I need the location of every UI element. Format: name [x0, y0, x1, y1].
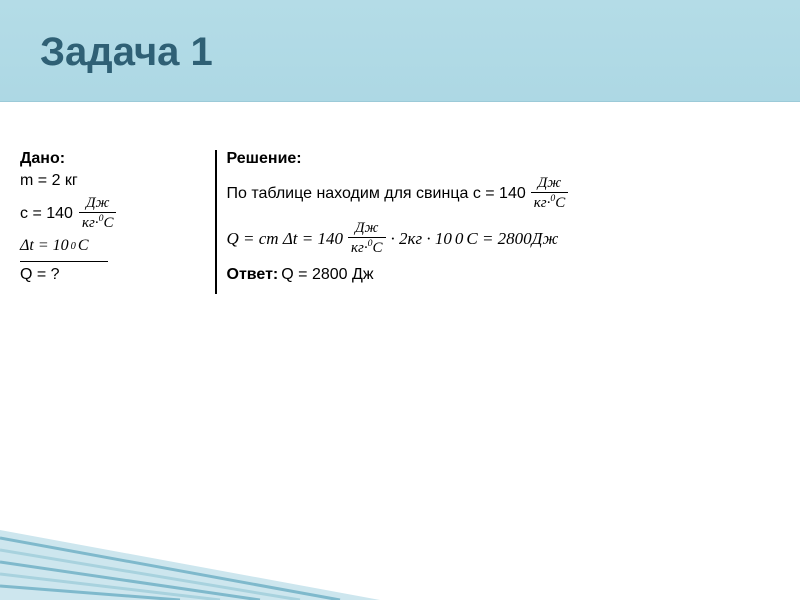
- answer-value: Q = 2800 Дж: [281, 266, 373, 284]
- given-mass: m = 2 кг: [20, 172, 203, 190]
- solution-line-1: По таблице находим для свинца c = 140 Дж…: [227, 176, 781, 211]
- given-c-prefix: c = 140: [20, 205, 73, 223]
- unit-fraction-2: Дж кг·0C: [531, 176, 569, 211]
- formula-a: Q = cm Δt = 140: [227, 229, 344, 249]
- formula-b: · 2кг · 10: [391, 229, 452, 249]
- unit-num: Дж: [83, 196, 113, 212]
- corner-decor: [0, 530, 380, 600]
- unit-fraction-3: Дж кг·0C: [348, 221, 386, 256]
- answer-label: Ответ:: [227, 266, 279, 284]
- sol1-text: По таблице находим для свинца c = 140: [227, 185, 526, 203]
- given-q: Q = ?: [20, 266, 203, 284]
- given-column: Дано: m = 2 кг c = 140 Дж кг·0C Δt = 100…: [20, 150, 215, 294]
- solution-label: Решение:: [227, 150, 781, 168]
- given-divider: [20, 261, 108, 262]
- formula-c: C = 2800Дж: [466, 229, 558, 249]
- unit-fraction: Дж кг·0C: [79, 196, 117, 231]
- solution-answer: Ответ: Q = 2800 Дж: [227, 266, 781, 284]
- slide-header: Задача 1: [0, 0, 800, 102]
- solution-formula: Q = cm Δt = 140 Дж кг·0C · 2кг · 100C = …: [227, 221, 781, 256]
- solution-column: Решение: По таблице находим для свинца c…: [227, 150, 781, 294]
- given-dt-prefix: Δt = 10: [20, 237, 69, 255]
- slide-title: Задача 1: [40, 30, 760, 75]
- given-dt: Δt = 100C: [20, 237, 203, 255]
- problem-content: Дано: m = 2 кг c = 140 Дж кг·0C Δt = 100…: [0, 150, 800, 294]
- unit-den: кг·0C: [79, 212, 117, 231]
- given-c: c = 140 Дж кг·0C: [20, 196, 203, 231]
- vertical-divider: [215, 150, 217, 294]
- given-label: Дано:: [20, 150, 203, 168]
